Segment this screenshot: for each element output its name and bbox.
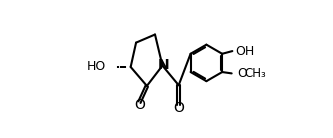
Text: HO: HO xyxy=(87,60,106,73)
Text: O: O xyxy=(134,98,145,112)
Text: O: O xyxy=(237,67,247,80)
Text: OH: OH xyxy=(235,45,254,58)
Text: N: N xyxy=(157,58,169,72)
Text: CH₃: CH₃ xyxy=(244,67,266,80)
Text: O: O xyxy=(173,101,184,115)
